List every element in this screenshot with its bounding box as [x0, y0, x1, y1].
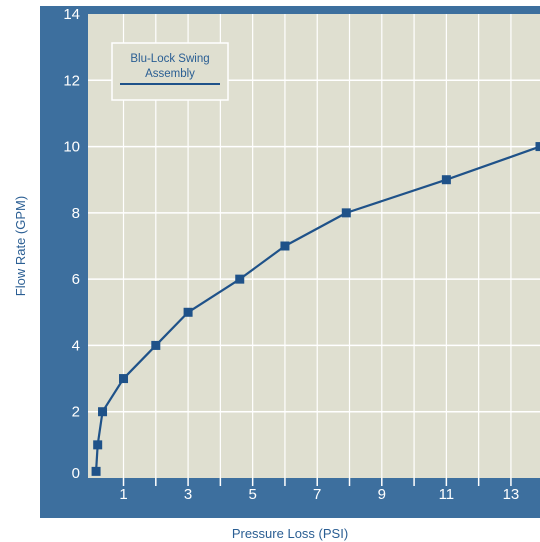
data-point [93, 440, 103, 450]
legend-box [111, 42, 229, 101]
x-tick-label: 5 [248, 486, 256, 503]
data-point [98, 407, 108, 417]
y-tick-label: 10 [63, 139, 80, 156]
data-point [535, 142, 540, 152]
data-point [235, 274, 245, 284]
x-tick-label: 7 [313, 486, 321, 503]
data-point [91, 466, 101, 476]
data-series [91, 142, 540, 476]
legend: Blu-Lock Swing Assembly [111, 42, 229, 101]
legend-label-line-2: Assembly [145, 68, 195, 80]
data-point [341, 208, 351, 218]
x-tick-label: 13 [503, 486, 520, 503]
data-point [183, 307, 193, 317]
y-tick-label: 14 [63, 6, 80, 23]
x-axis-title: Pressure Loss (PSI) [232, 526, 348, 541]
y-axis-title: Flow Rate (GPM) [13, 196, 28, 296]
y-tick-label: 2 [72, 404, 80, 421]
x-tick-label: 3 [184, 486, 192, 503]
y-tick-label: 12 [63, 72, 80, 89]
data-point [119, 374, 129, 384]
y-tick-label: 0 [72, 465, 80, 482]
data-point [280, 241, 290, 251]
data-point [441, 175, 451, 185]
legend-label-line-1: Blu-Lock Swing [130, 53, 209, 65]
y-tick-label: 4 [72, 337, 80, 354]
y-tick-label: 8 [72, 205, 80, 222]
x-tick-label: 9 [378, 486, 386, 503]
y-tick-label: 6 [72, 271, 80, 288]
x-tick-label: 11 [439, 486, 455, 503]
data-point [151, 340, 161, 350]
x-tick-label: 1 [119, 486, 127, 503]
